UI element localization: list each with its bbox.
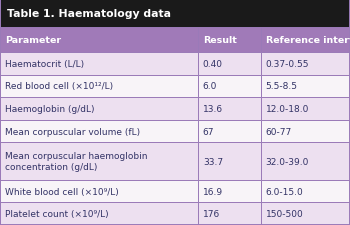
- Text: 150-500: 150-500: [266, 209, 303, 218]
- Bar: [0, 120, 198, 143]
- Text: 0.40: 0.40: [203, 60, 223, 69]
- Bar: [198, 202, 261, 225]
- Bar: [0, 75, 198, 98]
- Text: 32.0-39.0: 32.0-39.0: [266, 157, 309, 166]
- Bar: [261, 202, 350, 225]
- Bar: [198, 75, 261, 98]
- Text: 33.7: 33.7: [203, 157, 223, 166]
- Text: 12.0-18.0: 12.0-18.0: [266, 105, 309, 114]
- Text: Reference interval: Reference interval: [266, 36, 350, 45]
- Text: Mean corpuscular volume (fL): Mean corpuscular volume (fL): [5, 127, 140, 136]
- Text: 13.6: 13.6: [203, 105, 223, 114]
- Bar: [261, 143, 350, 180]
- Text: Mean corpuscular haemoglobin
concentration (g/dL): Mean corpuscular haemoglobin concentrati…: [5, 151, 147, 171]
- Bar: [198, 98, 261, 120]
- Text: 176: 176: [203, 209, 220, 218]
- Text: Parameter: Parameter: [5, 36, 61, 45]
- Text: 0.37-0.55: 0.37-0.55: [266, 60, 309, 69]
- Text: 5.5-8.5: 5.5-8.5: [266, 82, 298, 91]
- Bar: [198, 53, 261, 75]
- Text: Result: Result: [203, 36, 237, 45]
- Text: 6.0: 6.0: [203, 82, 217, 91]
- Bar: [261, 180, 350, 202]
- Bar: [0, 53, 198, 75]
- Text: 60-77: 60-77: [266, 127, 292, 136]
- Bar: [0, 27, 198, 53]
- Text: 16.9: 16.9: [203, 187, 223, 196]
- Bar: [0, 98, 198, 120]
- Text: Haematocrit (L/L): Haematocrit (L/L): [5, 60, 84, 69]
- Bar: [0, 202, 198, 225]
- Bar: [261, 98, 350, 120]
- Text: Red blood cell (×10¹²/L): Red blood cell (×10¹²/L): [5, 82, 113, 91]
- Bar: [261, 27, 350, 53]
- Bar: [0, 0, 350, 27]
- Text: Platelet count (×10⁹/L): Platelet count (×10⁹/L): [5, 209, 108, 218]
- Bar: [261, 53, 350, 75]
- Bar: [0, 143, 198, 180]
- Text: 67: 67: [203, 127, 214, 136]
- Bar: [261, 120, 350, 143]
- Bar: [198, 180, 261, 202]
- Bar: [261, 75, 350, 98]
- Bar: [0, 180, 198, 202]
- Text: White blood cell (×10⁹/L): White blood cell (×10⁹/L): [5, 187, 119, 196]
- Text: 6.0-15.0: 6.0-15.0: [266, 187, 303, 196]
- Bar: [198, 143, 261, 180]
- Bar: [198, 27, 261, 53]
- Bar: [198, 120, 261, 143]
- Text: Table 1. Haematology data: Table 1. Haematology data: [7, 9, 171, 19]
- Text: Haemoglobin (g/dL): Haemoglobin (g/dL): [5, 105, 95, 114]
